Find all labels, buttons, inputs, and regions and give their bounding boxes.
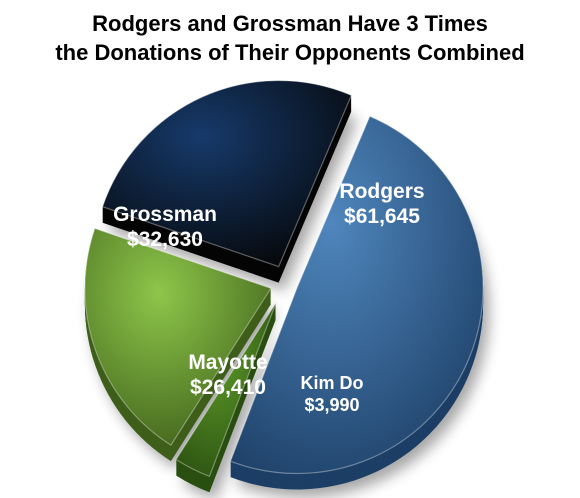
chart-title-line-1: Rodgers and Grossman Have 3 Times (92, 11, 488, 36)
slice-label-name-grossman: Grossman (113, 203, 217, 226)
slice-label-name-mayotte: Mayotte (188, 351, 267, 374)
slice-mayotte (84, 227, 272, 446)
slice-label-value-rodgers: $61,645 (344, 205, 420, 228)
slice-label-name-kim-do: Kim Do (301, 373, 364, 393)
slice-grossman (101, 80, 353, 268)
slice-kim-do (175, 302, 277, 478)
slice-rodgers (229, 115, 484, 475)
slice-label-value-mayotte: $26,410 (190, 376, 266, 399)
slice-label-value-grossman: $32,630 (127, 228, 203, 251)
slice-label-value-kim-do: $3,990 (304, 395, 359, 415)
chart-title-line-2: the Donations of Their Opponents Combine… (55, 40, 525, 65)
slice-label-name-rodgers: Rodgers (339, 180, 424, 203)
